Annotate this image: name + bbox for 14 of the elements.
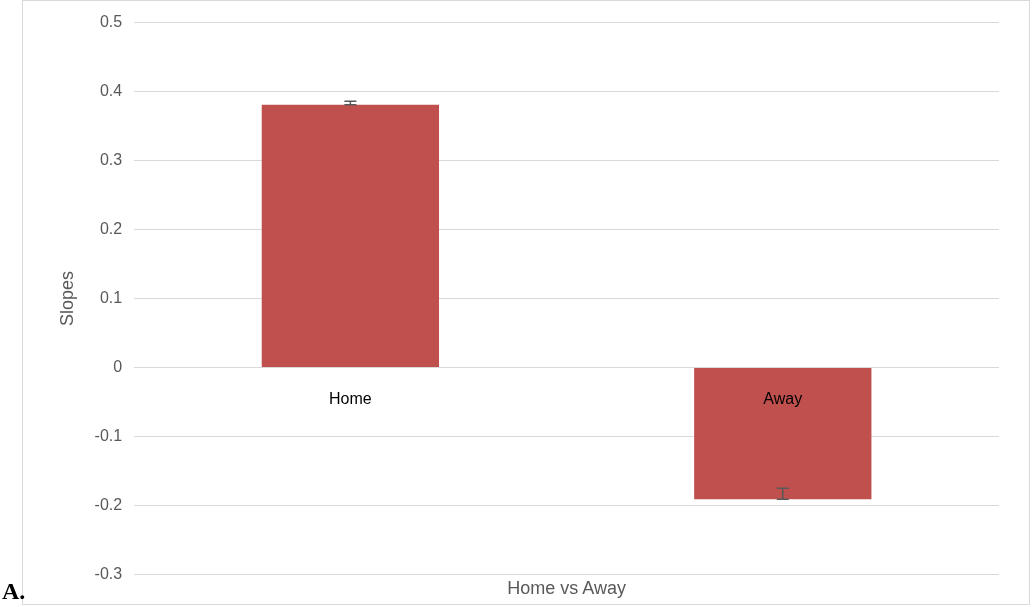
y-tick-label: -0.2 [94, 495, 123, 513]
y-tick-label: 0.1 [99, 288, 123, 306]
y-axis-title: Slopes [56, 270, 77, 327]
y-tick-label: 0.2 [99, 219, 123, 237]
y-tick-label: 0.3 [99, 150, 123, 168]
y-tick-label: -0.3 [94, 564, 123, 582]
y-tick-label: -0.1 [94, 426, 123, 444]
x-tick-label: Away [763, 389, 803, 407]
y-tick-label: 0.5 [99, 13, 123, 31]
x-axis-title: Home vs Away [507, 578, 626, 599]
text: A. [2, 578, 26, 605]
y-tick-label: 0 [113, 357, 123, 375]
y-tick-label: 0.4 [99, 81, 123, 99]
x-tick-label: Home [329, 389, 372, 407]
